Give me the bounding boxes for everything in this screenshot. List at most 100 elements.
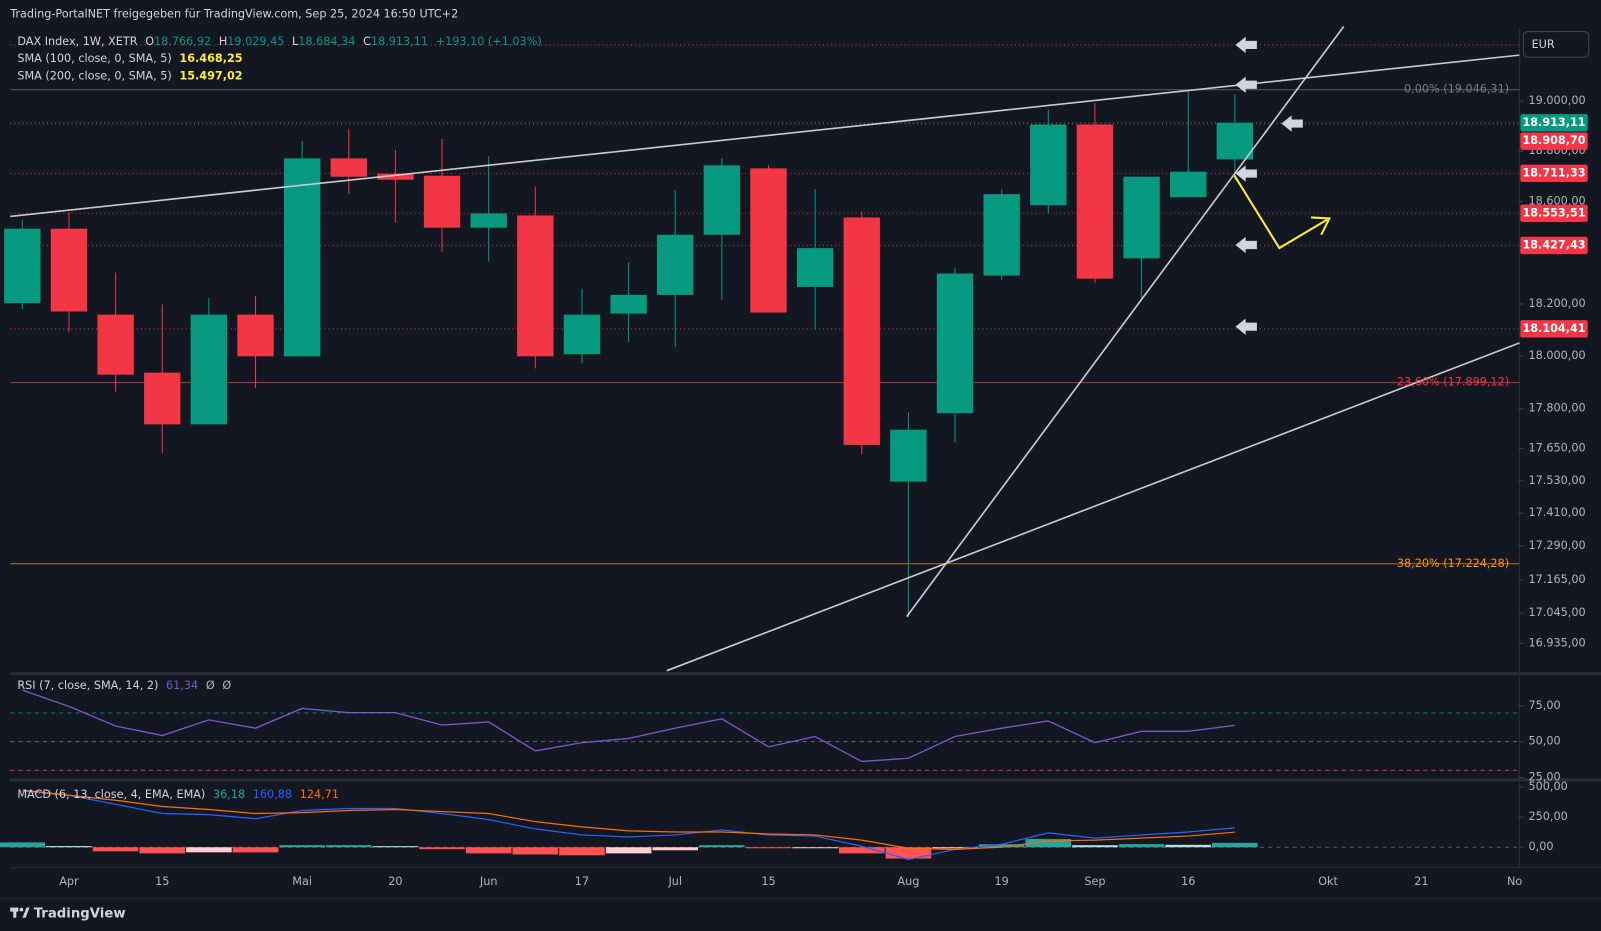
histogram-bar [279, 845, 325, 848]
histogram-bar [465, 847, 512, 854]
projection-path [1233, 175, 1328, 250]
x-tick-label: Sep [1084, 875, 1105, 888]
macd-title: MACD (6, 13, close, 4, EMA, EMA) [17, 788, 205, 801]
histogram-value: 36,18 [213, 788, 245, 801]
symbol: DAX Index, 1W, XETR [17, 35, 137, 48]
x-tick-label: Apr [59, 875, 79, 888]
histogram-bar [932, 847, 978, 849]
x-tick-label: 17 [575, 875, 589, 888]
x-tick-label: Jun [479, 875, 498, 888]
signal-line [22, 789, 1235, 850]
x-tick-label: 21 [1414, 875, 1428, 888]
currency-label[interactable]: EUR [1532, 38, 1555, 51]
histogram-bar [139, 847, 186, 854]
fib-label: 0,00% (19.046,31) [1404, 83, 1509, 96]
x-tick-label: Jul [667, 875, 682, 888]
rsi-line [22, 689, 1235, 763]
x-tick-label: Mai [292, 875, 312, 888]
currency-button[interactable]: EUR [1522, 31, 1590, 58]
price-tag-label: 18.553,51 [1522, 206, 1585, 219]
projection-arrowhead [1310, 216, 1332, 236]
candle-body [470, 213, 507, 228]
candle-body [1216, 122, 1254, 160]
histogram-bar [0, 842, 46, 848]
y-tick-label: 75,00 [1529, 699, 1561, 712]
arrow [1235, 76, 1257, 93]
x-tick-label: Aug [897, 875, 919, 888]
histogram-bar [46, 846, 92, 848]
candle-body [657, 234, 694, 295]
y-tick-label: 17.800,00 [1529, 402, 1586, 415]
frame [0, 27, 1601, 899]
histogram-bar [652, 847, 699, 851]
histogram-bar [1212, 842, 1258, 848]
fib-label: 38,20% (17.224,28) [1397, 557, 1509, 570]
logo-part [19, 907, 24, 912]
candle-body [237, 314, 274, 357]
fib-label: 23,60% (17.899,12) [1397, 376, 1509, 389]
y-tick-label: 25,00 [1529, 770, 1561, 783]
share-text: Trading-PortalNET freigegeben für Tradin… [9, 7, 458, 20]
y-tick-label: 18.200,00 [1529, 297, 1586, 310]
indicator-value: 15.497,02 [179, 70, 242, 83]
histogram-bar [92, 847, 139, 852]
price-tag-label: 18.711,33 [1522, 166, 1585, 179]
trend-line [906, 26, 1345, 618]
trend-line [666, 342, 1520, 672]
currency-button-box[interactable] [1522, 31, 1590, 58]
candle-body [750, 168, 787, 313]
indicator-legend: SMA (100, close, 0, SMA, 5) 16.468,25 [17, 52, 242, 65]
x-tick-label: 16 [1181, 875, 1195, 888]
candle-body [97, 314, 134, 375]
footer: TradingView [10, 907, 126, 922]
y-tick-label: 50,00 [1529, 735, 1561, 748]
candle-body [610, 294, 647, 314]
arrow [1235, 318, 1257, 335]
histogram-bar [372, 846, 419, 848]
candle-body [1170, 171, 1207, 198]
x-tick-label: No [1507, 875, 1522, 888]
price-tag [1520, 236, 1588, 255]
candle-body [190, 314, 228, 425]
arrow [1235, 36, 1257, 54]
rsi-value: 61,34 [166, 679, 198, 692]
candle-body [843, 217, 880, 445]
y-tick-label: 18.000,00 [1529, 349, 1586, 362]
histogram-bar [885, 847, 932, 859]
candle-body [4, 228, 41, 304]
histogram-bar [325, 845, 372, 848]
rsi-legend: RSI (7, close, SMA, 14, 2) 61,34 Ø Ø [17, 679, 231, 692]
brand: TradingView [34, 907, 126, 922]
candle-body [423, 175, 461, 228]
histogram-bar [605, 847, 652, 854]
y-tick-label: 17.045,00 [1529, 606, 1586, 619]
indicator-name: SMA (200, close, 0, SMA, 5) [17, 70, 171, 83]
price-tag [1520, 164, 1588, 183]
candle-body [1123, 176, 1160, 259]
candle-body [50, 228, 88, 312]
arrows [1235, 36, 1303, 335]
candle-body [283, 158, 321, 357]
logo-part [13, 907, 17, 918]
y-tick-label: 500,00 [1529, 780, 1568, 793]
histogram-bar [1165, 844, 1212, 848]
close-label: C [363, 35, 371, 48]
arrow [1235, 165, 1257, 182]
overlay: 0,00% (19.046,31) 23,60% (17.899,12) 38,20… [59, 83, 1588, 888]
y-tick-label: 17.165,00 [1529, 573, 1586, 586]
y-tick-label: 17.650,00 [1529, 442, 1586, 455]
high-label: H [219, 35, 227, 48]
histogram-bar [792, 847, 838, 849]
histogram-bar [1025, 839, 1072, 848]
candle-body [377, 173, 414, 180]
candle-body [144, 372, 181, 425]
macd-line [22, 790, 1235, 861]
symbol-legend: DAX Index, 1W, XETR O18.766,92 H19.029,4… [17, 35, 541, 48]
low-value: 18.684,34 [298, 35, 355, 48]
histogram-bar [978, 844, 1025, 848]
x-tick-label: 15 [761, 875, 775, 888]
close-value: 18.913,11 [371, 35, 428, 48]
